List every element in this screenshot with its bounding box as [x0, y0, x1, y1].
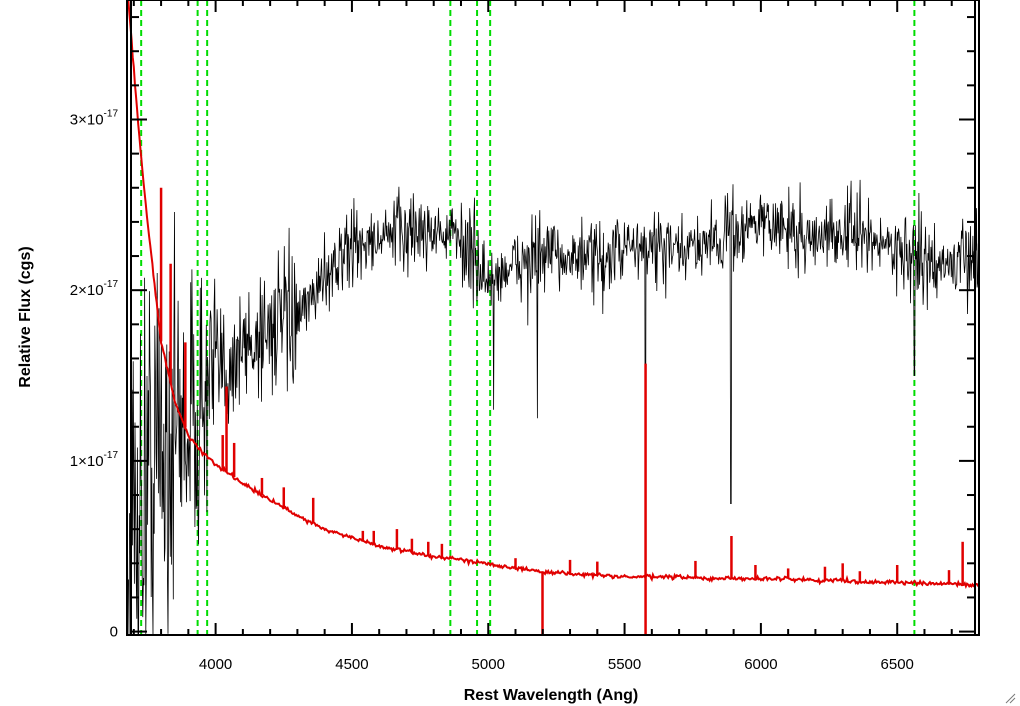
- series-layer: [127, 0, 980, 636]
- axis-ticks: [131, 0, 980, 635]
- spectrum-series: [128, 179, 980, 636]
- x-axis-label: Rest Wavelength (Ang): [464, 687, 639, 704]
- x-tick-label: 4000: [199, 656, 232, 673]
- x-tick-label: 5500: [608, 656, 641, 673]
- marker-lines: [140, 0, 916, 635]
- x-tick-label: 4500: [335, 656, 368, 673]
- y-tick-label: 3×10-17: [70, 108, 119, 128]
- y-tick-label: 0: [110, 624, 118, 641]
- y-tick-label: 2×10-17: [70, 279, 119, 299]
- x-tick-label: 5000: [472, 656, 505, 673]
- tick-labels: 4000 4500 5000 5500 6000 6500 0 1×10-17 2×10-17 3…: [70, 108, 914, 673]
- model-series: [127, 0, 980, 590]
- x-tick-label: 6000: [744, 656, 777, 673]
- plot-frame: [126, 0, 980, 636]
- resize-grip-icon[interactable]: [1004, 692, 1016, 704]
- y-axis-label: Relative Flux (cgs): [17, 246, 34, 387]
- x-tick-label: 6500: [881, 656, 914, 673]
- y-tick-label: 1×10-17: [70, 450, 119, 470]
